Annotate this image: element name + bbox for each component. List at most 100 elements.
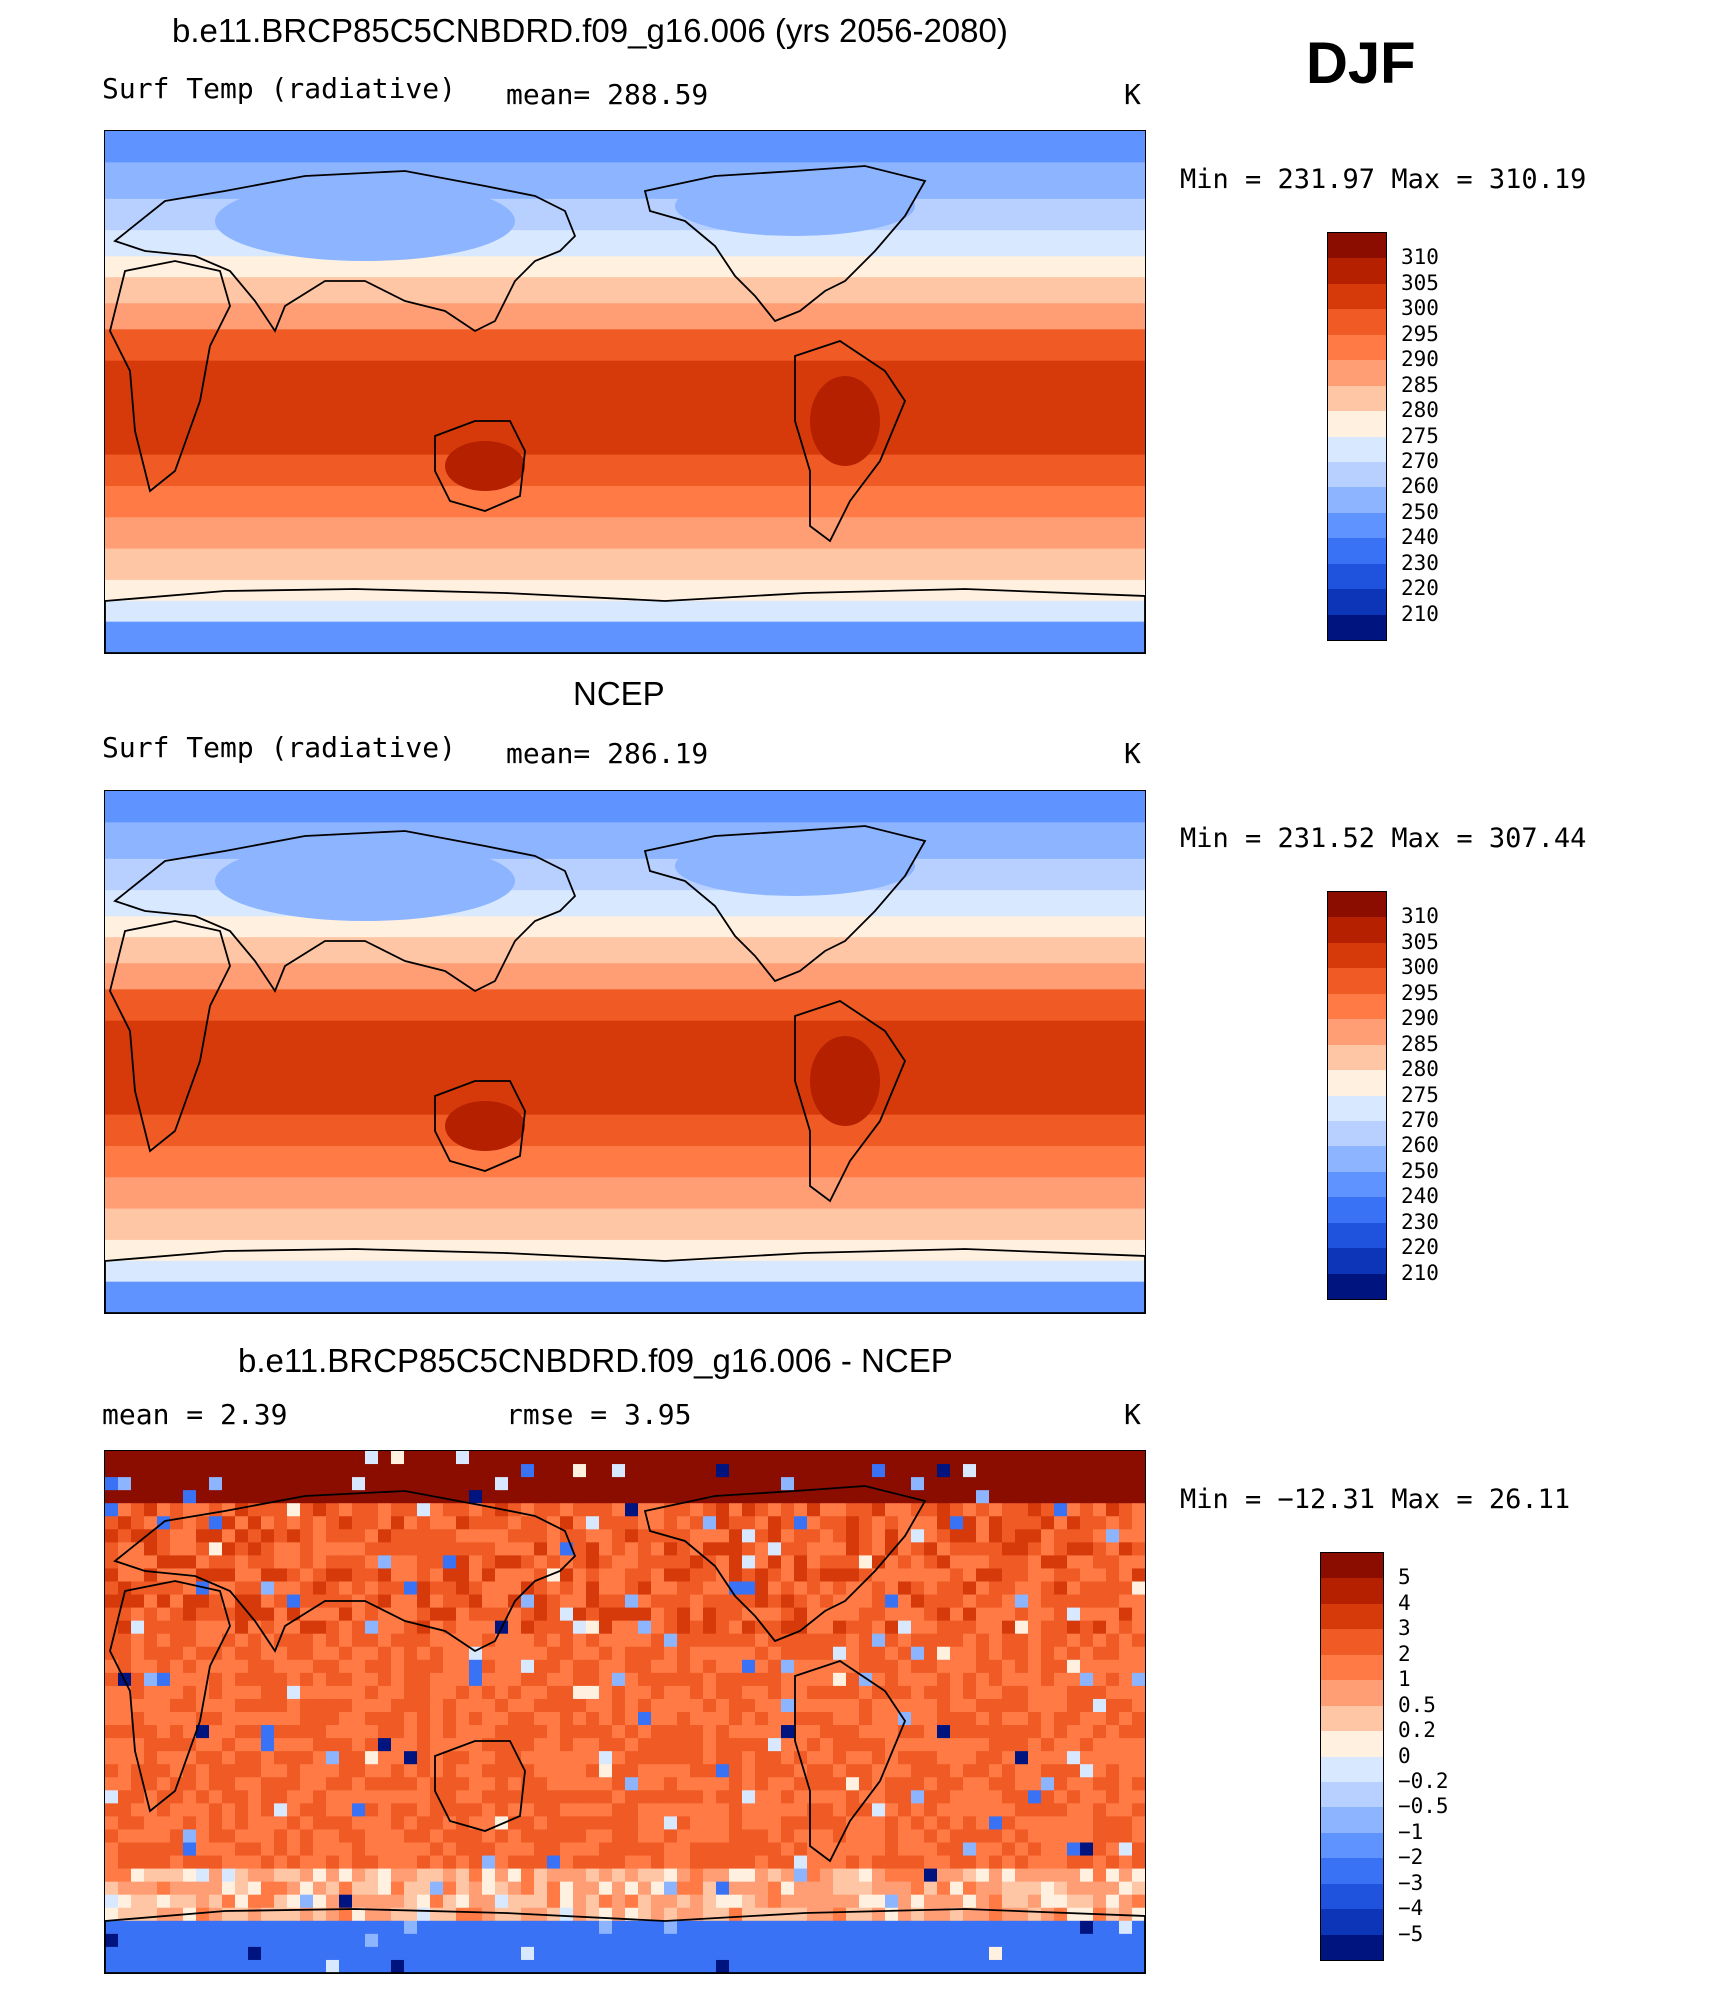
- colorbar-box: [1328, 385, 1386, 413]
- colorbar-box: [1328, 360, 1386, 387]
- variable-label: Surf Temp (radiative): [102, 72, 457, 105]
- colorbar-box: [1328, 1146, 1386, 1173]
- colorbar-tick-label: 3: [1398, 1616, 1411, 1641]
- coastline: [109, 1580, 231, 1813]
- coastline: [113, 1490, 577, 1653]
- colorbar-box: [1328, 309, 1386, 336]
- colorbar-box: [1321, 1731, 1383, 1758]
- colorbar-tick-label: −3: [1398, 1870, 1424, 1895]
- colorbar-tick-label: 2: [1398, 1641, 1411, 1666]
- map-field: [105, 791, 1145, 1313]
- colorbar-box: [1328, 461, 1386, 489]
- colorbar-tick-label: 250: [1401, 499, 1439, 524]
- colorbar-tick-label: 240: [1401, 1184, 1439, 1209]
- colorbar-tick-label: 300: [1401, 296, 1439, 321]
- coastline: [105, 588, 1145, 653]
- mean-label: mean= 286.19: [506, 737, 709, 770]
- colorbar-box: [1321, 1603, 1383, 1631]
- units-label: K: [1124, 737, 1141, 770]
- colorbar-box: [1321, 1883, 1383, 1911]
- mean-label: mean = 2.39: [102, 1398, 288, 1431]
- colorbar-tick-label: 275: [1401, 1082, 1439, 1107]
- colorbar-box: [1321, 1654, 1383, 1682]
- colorbar-box: [1328, 563, 1386, 591]
- colorbar-box: [1328, 1120, 1386, 1148]
- coastline: [643, 165, 927, 323]
- colorbar-box: [1328, 917, 1386, 944]
- colorbar-box: [1328, 334, 1386, 362]
- colorbar-box: [1321, 1680, 1383, 1707]
- colorbar-tick-label: 210: [1401, 1260, 1439, 1285]
- colorbar-box: [1321, 1832, 1383, 1860]
- colorbar-tick-label: 285: [1401, 1031, 1439, 1056]
- coastline: [109, 920, 231, 1153]
- colorbar-tick-label: −4: [1398, 1896, 1424, 1921]
- mean-label: mean= 288.59: [506, 78, 709, 111]
- colorbar-box: [1328, 1171, 1386, 1199]
- colorbar-tick-label: 240: [1401, 525, 1439, 550]
- colorbar-box: [1328, 1019, 1386, 1046]
- variable-label: Surf Temp (radiative): [102, 731, 457, 764]
- colorbar-tick-label: 290: [1401, 347, 1439, 372]
- colorbar-box: [1328, 538, 1386, 565]
- colorbar-box: [1328, 1273, 1386, 1299]
- units-label: K: [1124, 78, 1141, 111]
- colorbar-box: [1328, 1070, 1386, 1097]
- colorbar: [1327, 232, 1387, 641]
- min-max-label: Min = 231.52 Max = 307.44: [1180, 823, 1587, 854]
- colorbar-box: [1321, 1781, 1383, 1809]
- units-label: K: [1124, 1398, 1141, 1431]
- colorbar-tick-label: 270: [1401, 448, 1439, 473]
- colorbar-box: [1328, 614, 1386, 640]
- colorbar-tick-label: 1: [1398, 1667, 1411, 1692]
- season-label: DJF: [1306, 31, 1416, 96]
- colorbar-box: [1328, 993, 1386, 1021]
- map-plot: [104, 790, 1146, 1314]
- colorbar-tick-label: 300: [1401, 955, 1439, 980]
- colorbar-tick-label: 280: [1401, 1057, 1439, 1082]
- colorbar-box: [1328, 892, 1386, 919]
- colorbar-tick-label: −0.2: [1398, 1768, 1449, 1793]
- colorbar-tick-label: 4: [1398, 1590, 1411, 1615]
- coastline: [794, 1000, 907, 1203]
- coastline: [643, 1485, 927, 1643]
- coastline: [434, 420, 526, 512]
- colorbar-box: [1328, 589, 1386, 616]
- coastline: [434, 1080, 526, 1172]
- map-plot: [104, 130, 1146, 654]
- colorbar-box: [1328, 512, 1386, 540]
- panel-title: NCEP: [573, 675, 665, 712]
- colorbar-box: [1328, 411, 1386, 438]
- colorbar-tick-label: 305: [1401, 929, 1439, 954]
- coastline: [643, 825, 927, 983]
- colorbar-tick-label: 230: [1401, 550, 1439, 575]
- panel-title: b.e11.BRCP85C5CNBDRD.f09_g16.006 - NCEP: [238, 1342, 953, 1379]
- colorbar-tick-label: 220: [1401, 1235, 1439, 1260]
- colorbar-box: [1328, 233, 1386, 260]
- colorbar-tick-label: −1: [1398, 1819, 1424, 1844]
- colorbar-box: [1328, 942, 1386, 970]
- rmse-label: rmse = 3.95: [506, 1398, 692, 1431]
- colorbar-box: [1321, 1934, 1383, 1960]
- colorbar-tick-label: 310: [1401, 904, 1439, 929]
- colorbar-tick-label: −5: [1398, 1921, 1424, 1946]
- colorbar-box: [1328, 1095, 1386, 1122]
- min-max-label: Min = 231.97 Max = 310.19: [1180, 164, 1587, 195]
- colorbar-box: [1328, 283, 1386, 311]
- coastline: [105, 1248, 1145, 1313]
- colorbar-box: [1321, 1807, 1383, 1834]
- colorbar-box: [1321, 1705, 1383, 1733]
- colorbar-box: [1328, 436, 1386, 463]
- colorbar-box: [1321, 1629, 1383, 1656]
- colorbar-tick-label: 275: [1401, 423, 1439, 448]
- colorbar-box: [1321, 1909, 1383, 1936]
- colorbar-tick-label: 210: [1401, 601, 1439, 626]
- colorbar-tick-label: 290: [1401, 1006, 1439, 1031]
- colorbar-box: [1328, 258, 1386, 285]
- colorbar-box: [1328, 1044, 1386, 1072]
- colorbar: [1320, 1552, 1384, 1961]
- map-plot: [104, 1450, 1146, 1974]
- colorbar-box: [1321, 1756, 1383, 1783]
- colorbar-box: [1321, 1553, 1383, 1580]
- colorbar-box: [1328, 1248, 1386, 1275]
